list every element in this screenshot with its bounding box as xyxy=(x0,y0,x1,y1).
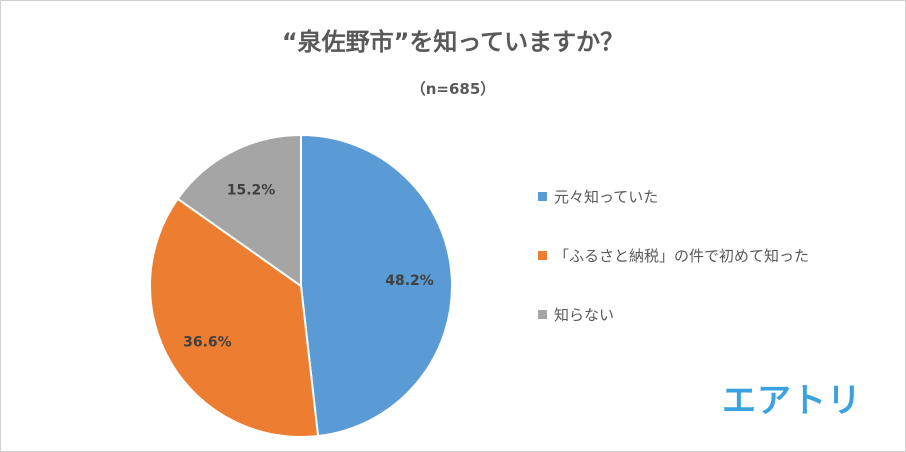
slice-unknown xyxy=(176,133,302,288)
brand-logo: エアトリ xyxy=(722,381,862,421)
chart-title: “泉佐野市”を知っていますか？ xyxy=(281,28,625,56)
label-unknown: 15.2% xyxy=(227,182,276,198)
label-known: 48.2% xyxy=(385,273,434,289)
label-furusato: 36.6% xyxy=(183,334,232,350)
slice-furusato xyxy=(149,197,320,438)
slice-known xyxy=(300,133,453,438)
legend-swatch xyxy=(538,309,547,319)
chart-legend: 元々知っていた「ふるさと納税」の件で初めて知った 知らない xyxy=(538,186,809,363)
legend-label: 知らない xyxy=(554,305,615,324)
legend-item-furusato: 「ふるさと納税」の件で初めて知った xyxy=(538,245,809,265)
chart-subtitle: （n=685） xyxy=(410,80,496,98)
legend-swatch xyxy=(538,191,547,201)
legend-item-known: 元々知っていた xyxy=(538,186,809,206)
legend-swatch xyxy=(538,250,547,260)
legend-label: 「ふるさと納税」の件で初めて知った xyxy=(554,246,810,265)
legend-label: 元々知っていた xyxy=(554,187,659,206)
legend-item-unknown: 知らない xyxy=(538,304,809,324)
